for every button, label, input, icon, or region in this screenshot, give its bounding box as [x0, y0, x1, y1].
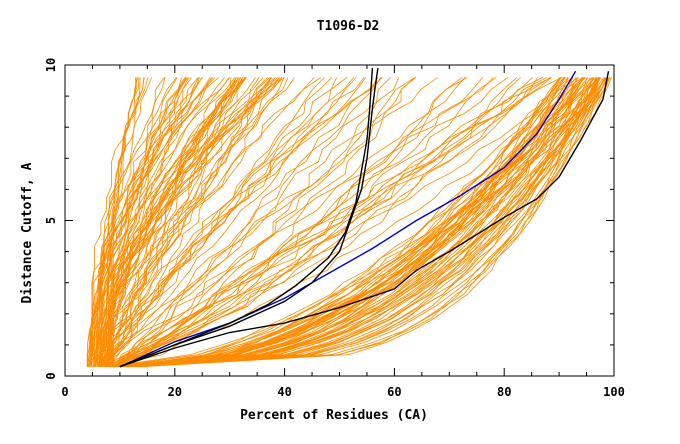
highlighted-curves: [119, 67, 610, 368]
model-curve: [110, 77, 497, 368]
model-curve: [118, 77, 583, 368]
model-curve: [112, 77, 468, 368]
model-curve: [99, 77, 315, 367]
model-curve: [114, 77, 611, 368]
model-curve: [115, 77, 544, 367]
model-curve: [97, 77, 367, 367]
model-curve: [113, 77, 610, 368]
model-curve: [108, 77, 466, 368]
model-curve: [107, 77, 246, 367]
model-curve: [96, 77, 141, 367]
model-curve: [107, 77, 243, 367]
x-tick-label: 20: [168, 385, 182, 399]
model-curve: [90, 77, 200, 367]
y-tick-label: 5: [44, 217, 58, 224]
model-curve: [116, 77, 416, 367]
x-tick-label: 80: [497, 385, 511, 399]
model-curve: [93, 77, 348, 367]
model-curve: [105, 77, 518, 368]
model-curve: [93, 77, 237, 367]
y-tick-label: 10: [44, 58, 58, 72]
model-curve: [122, 77, 562, 368]
model-curve: [115, 77, 400, 368]
model-curve: [97, 77, 246, 367]
model-curve: [135, 77, 597, 368]
model-curve: [93, 77, 231, 367]
model-curve: [99, 77, 256, 367]
model-curve: [123, 77, 569, 368]
model-curve: [87, 77, 219, 367]
model-curve: [98, 77, 322, 367]
model-curve: [114, 77, 563, 368]
y-axis-label: Distance Cutoff, A: [20, 162, 35, 303]
model-curve: [130, 77, 612, 368]
model-curve: [96, 77, 270, 367]
model-curve: [101, 77, 268, 367]
model-curve: [100, 77, 381, 367]
model-curve: [120, 77, 588, 368]
y-tick-label: 0: [44, 372, 58, 379]
model-curve: [122, 77, 577, 368]
model-curve: [120, 77, 608, 368]
model-curve: [87, 77, 140, 367]
model-curve: [107, 77, 232, 367]
model-curve: [107, 77, 417, 368]
highlight-curve-2: [119, 71, 610, 368]
model-curve: [107, 77, 338, 367]
model-curve: [141, 77, 601, 368]
x-tick-label: 0: [61, 385, 68, 399]
model-curve: [111, 77, 365, 367]
x-tick-label: 60: [387, 385, 401, 399]
model-curve: [120, 77, 560, 368]
model-curve: [129, 77, 600, 368]
model-curve: [117, 77, 391, 367]
model-curve: [113, 77, 579, 368]
model-curve: [99, 77, 273, 367]
model-curve: [93, 77, 199, 367]
model-curve: [101, 77, 533, 368]
model-curve: [113, 77, 379, 367]
model-curve: [113, 77, 573, 368]
model-curve: [109, 77, 607, 368]
chart-title: T1096-D2: [317, 19, 380, 34]
model-curve: [130, 77, 609, 368]
x-axis-label: Percent of Residues (CA): [240, 408, 428, 423]
model-curve: [126, 77, 607, 368]
model-curve: [126, 77, 599, 368]
model-curve: [99, 77, 139, 367]
model-curve: [113, 77, 569, 368]
x-tick-label: 40: [277, 385, 291, 399]
model-curve: [130, 77, 599, 368]
model-curve: [109, 77, 416, 368]
x-tick-label: 100: [603, 385, 625, 399]
model-curve: [99, 77, 203, 367]
highlight-curve-4: [119, 68, 374, 368]
model-curve: [91, 77, 137, 367]
model-curve: [113, 77, 484, 368]
model-curve: [105, 77, 494, 367]
highlight-curve-3: [119, 67, 379, 368]
model-curves: [86, 77, 612, 368]
model-curve: [109, 77, 355, 367]
model-curve: [125, 77, 565, 368]
model-curve: [112, 77, 602, 368]
model-curve: [120, 77, 594, 368]
model-curve: [100, 77, 182, 367]
model-curve: [100, 77, 325, 367]
tick-marks: 0 20 40 60 80 100 0 5 10: [44, 58, 625, 399]
model-curve: [110, 77, 566, 368]
model-curve: [98, 77, 439, 368]
